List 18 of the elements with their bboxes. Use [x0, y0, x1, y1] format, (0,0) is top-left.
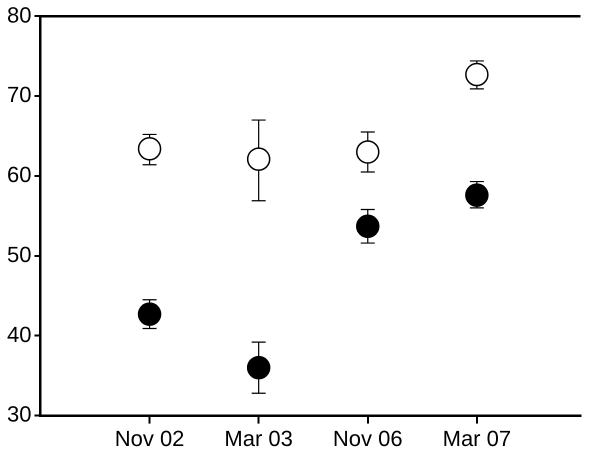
point: [246, 147, 270, 171]
point: [356, 140, 380, 164]
x-tick-label: Nov 02: [114, 426, 184, 451]
point: [465, 183, 489, 207]
point: [138, 137, 162, 161]
point: [246, 356, 270, 380]
point: [356, 214, 380, 238]
point: [138, 302, 162, 326]
x-tick-label: Mar 07: [442, 426, 512, 451]
x-tick-label: Nov 06: [332, 426, 403, 451]
y-tick-label: 50: [6, 242, 32, 267]
y-tick-label: 80: [6, 2, 32, 28]
y-tick-label: 60: [6, 162, 32, 188]
x-tick-label: Mar 03: [224, 426, 293, 451]
y-tick-label: 40: [6, 322, 32, 347]
point: [465, 62, 489, 86]
y-tick-label: 30: [6, 402, 32, 427]
y-tick-label: 70: [6, 82, 32, 108]
